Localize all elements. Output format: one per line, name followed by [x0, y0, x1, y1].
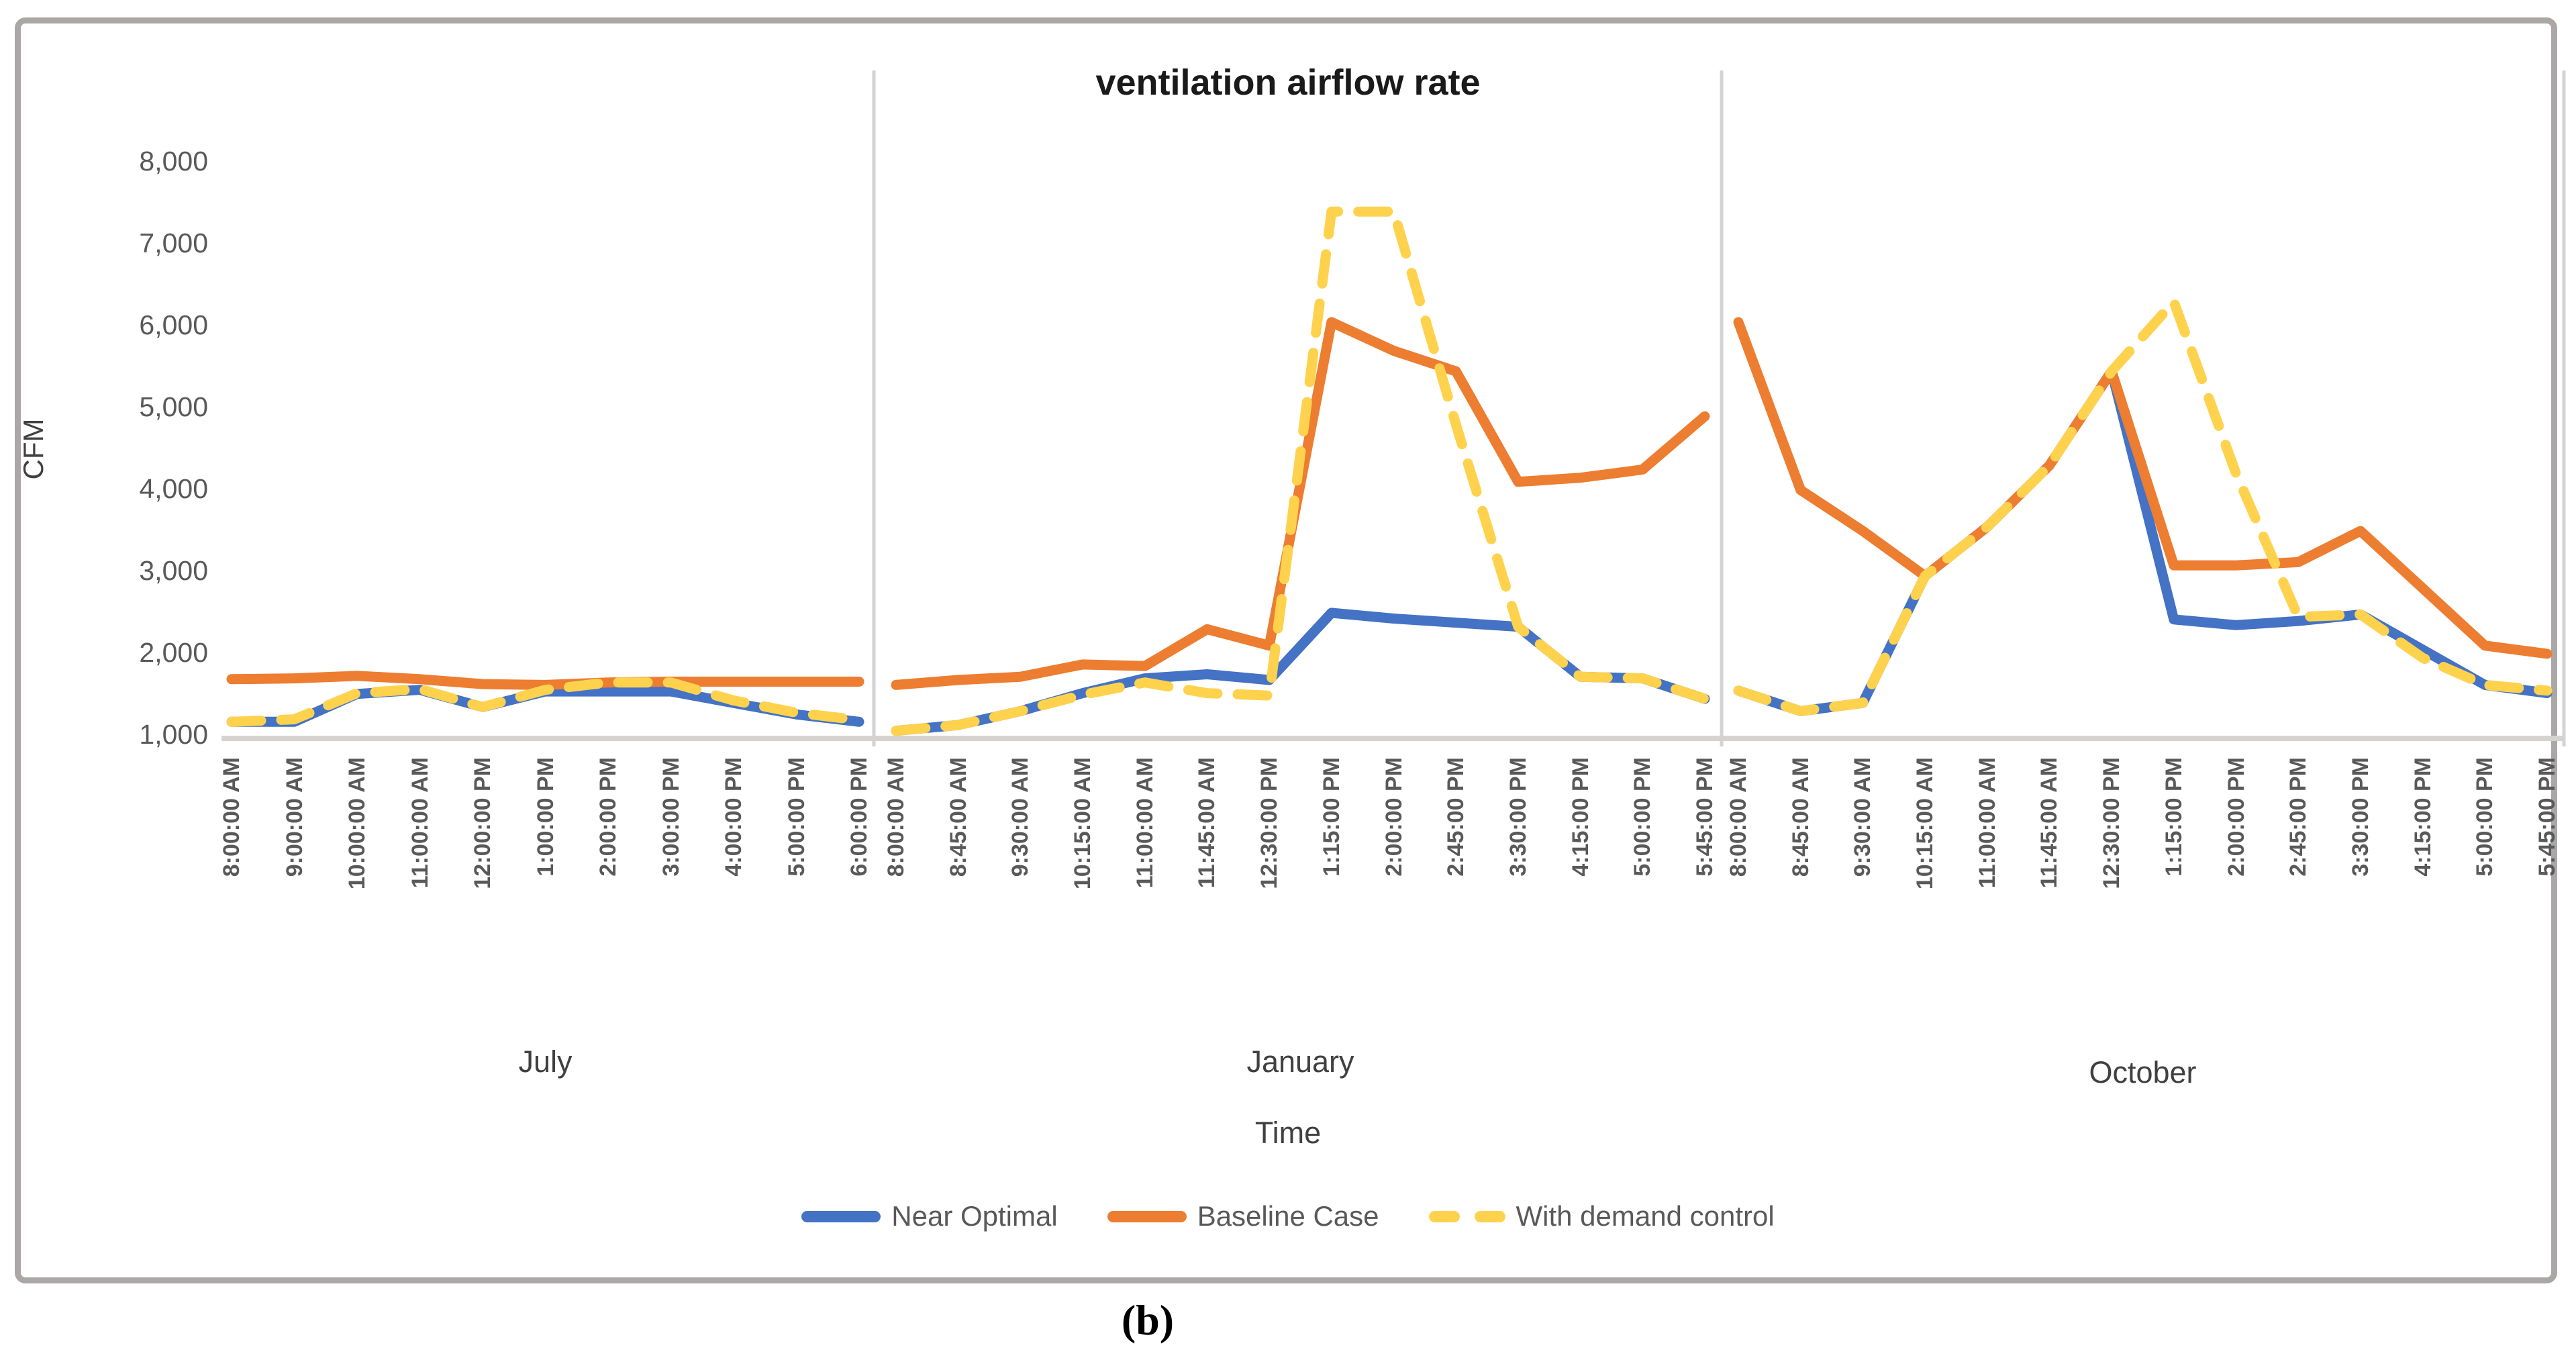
x-tick-label: 4:15:00 PM [2410, 757, 2436, 877]
x-tick-label: 12:30:00 PM [2099, 757, 2125, 889]
baseline-case-line-swatch-icon [1107, 1210, 1187, 1222]
chart-title: ventilation airflow rate [1095, 62, 1481, 103]
y-tick-label: 6,000 [139, 309, 208, 340]
x-tick-label: 1:15:00 PM [1318, 757, 1344, 877]
x-tick-label: 8:00:00 AM [1726, 757, 1751, 877]
series-line-near-optimal-january [891, 607, 1710, 736]
month-label-july: July [518, 1044, 573, 1079]
series-line-with-demand-control-july [226, 677, 864, 727]
x-tick-label: 2:45:00 PM [1443, 757, 1469, 877]
legend-item-near-optimal: Near Optimal [801, 1200, 1058, 1232]
x-tick-label: 10:15:00 AM [1912, 757, 1938, 890]
x-tick-label: 11:45:00 AM [1194, 757, 1220, 889]
x-tick-label: 12:00:00 PM [470, 757, 495, 889]
x-tick-label: 9:00:00 AM [281, 757, 307, 877]
demand-control-dash-swatch-icon [1428, 1210, 1505, 1222]
subfigure-caption: (b) [1121, 1296, 1175, 1344]
legend: Near Optimal Baseline Case With demand c… [0, 1200, 2576, 1232]
x-tick-label: 2:00:00 PM [2223, 757, 2249, 877]
x-tick-label: 6:00:00 PM [846, 757, 872, 877]
dash-segment [1474, 1210, 1505, 1222]
x-tick-label: 3:00:00 PM [658, 757, 684, 877]
month-label-january: January [1246, 1044, 1354, 1079]
x-tick-label: 4:00:00 PM [721, 757, 746, 877]
x-tick-label: 11:00:00 AM [1974, 757, 2000, 889]
x-tick-label: 5:00:00 PM [2472, 757, 2498, 877]
x-tick-label: 4:15:00 PM [1567, 757, 1593, 877]
x-tick-label: 8:45:00 AM [1787, 757, 1814, 877]
y-tick-label: 7,000 [139, 228, 208, 258]
legend-label: Near Optimal [891, 1200, 1058, 1232]
x-tick-label: 8:45:00 AM [945, 757, 971, 877]
y-tick-label: 1,000 [139, 719, 208, 750]
x-tick-label: 3:30:00 PM [2347, 757, 2373, 877]
x-tick-label: 5:45:00 PM [1691, 757, 1718, 877]
legend-label: With demand control [1516, 1200, 1775, 1232]
x-tick-label: 5:00:00 PM [1630, 757, 1656, 877]
x-tick-label: 2:00:00 PM [595, 757, 621, 877]
legend-item-with-demand-control: With demand control [1428, 1200, 1775, 1232]
x-tick-label: 11:45:00 AM [2036, 757, 2063, 889]
x-tick-label: 1:15:00 PM [2161, 757, 2187, 877]
dash-segment [1428, 1210, 1460, 1222]
legend-label: Baseline Case [1197, 1200, 1379, 1232]
x-tick-label: 2:00:00 PM [1381, 757, 1407, 877]
x-tick-label: 8:00:00 AM [219, 757, 244, 877]
x-tick-label: 8:00:00 AM [883, 757, 909, 877]
x-tick-label: 9:30:00 AM [1850, 757, 1876, 877]
x-tick-label: 11:00:00 AM [407, 757, 433, 889]
series-line-with-demand-control-october [1733, 296, 2553, 716]
chart-frame [15, 17, 2557, 1283]
x-tick-label: 11:00:00 AM [1132, 757, 1158, 889]
y-tick-label: 8,000 [139, 146, 208, 177]
series-line-baseline-case-january [891, 317, 1710, 690]
series-line-baseline-case-october [1733, 317, 2553, 659]
x-tick-label: 10:00:00 AM [344, 757, 370, 890]
month-label-october: October [2089, 1055, 2197, 1089]
x-tick-label: 2:45:00 PM [2285, 757, 2312, 877]
legend-item-baseline-case: Baseline Case [1107, 1200, 1379, 1232]
y-tick-label: 5,000 [139, 391, 208, 422]
y-tick-label: 4,000 [139, 473, 208, 504]
series-line-with-demand-control-january [891, 206, 1710, 736]
x-tick-label: 9:30:00 AM [1007, 757, 1034, 877]
x-tick-label: 12:30:00 PM [1256, 757, 1283, 889]
x-tick-label: 5:45:00 PM [2534, 757, 2560, 877]
y-tick-label: 2,000 [139, 637, 208, 668]
x-tick-label: 1:00:00 PM [532, 757, 558, 877]
x-tick-label: 5:00:00 PM [783, 757, 809, 877]
y-tick-label: 3,000 [139, 555, 208, 586]
near-optimal-line-swatch-icon [801, 1210, 881, 1222]
x-tick-label: 3:30:00 PM [1505, 757, 1531, 877]
x-tick-label: 10:15:00 AM [1070, 757, 1096, 890]
x-axis-title: Time [1254, 1116, 1322, 1150]
series-line-baseline-case-july [226, 671, 864, 690]
